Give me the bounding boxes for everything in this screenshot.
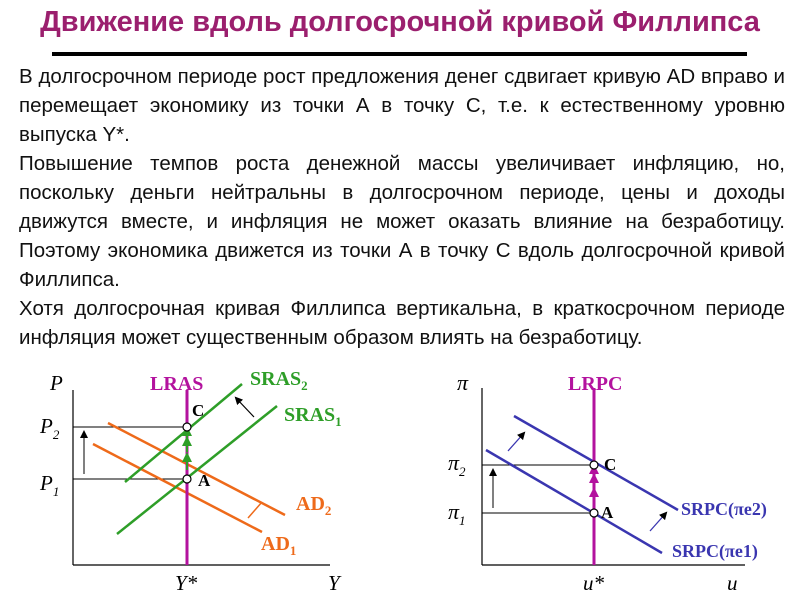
srpc2-label: SRPC(πe2) [681,499,767,520]
ad-shift-arrow [247,501,263,519]
point-a-label: A [198,471,211,490]
sras1-curve [116,405,278,535]
ad2-label: AD2 [296,493,331,518]
right-x-axis-label: u [727,571,738,595]
tick-p2: P2 [39,414,60,442]
title-divider [52,52,747,56]
tick-ystar: Y* [175,571,198,595]
left-x-axis-label: Y [328,571,342,595]
lras-label: LRAS [150,373,203,395]
paragraph-2: Повышение темпов роста денежной массы ув… [19,152,785,291]
body-text: В долгосрочном периоде рост предложения … [19,62,785,352]
sras2-curve [124,383,243,483]
point-a-label-r: A [601,503,614,522]
left-y-axis-label: P [49,371,63,395]
left-chart: P Y P2 P1 Y* C A LRAS SRAS2 SRAS1 AD2 [39,368,342,595]
paragraph-3: Хотя долгосрочная кривая Филлипса вертик… [19,297,785,349]
ad1-curve [92,442,263,534]
sras2-label: SRAS2 [250,368,308,393]
right-y-axis-label: π [457,370,469,395]
srpc1-label: SRPC(πe1) [672,541,758,562]
lrpc-label: LRPC [568,373,622,395]
tick-ustar: u* [583,571,605,595]
point-c-marker [182,422,192,432]
point-c-marker-r [589,460,599,470]
tick-pi2: π2 [448,450,466,479]
tick-pi1: π1 [448,499,466,528]
point-a-marker [182,474,192,484]
point-c-label-r: C [604,455,616,474]
sras1-label: SRAS1 [284,404,342,429]
ad1-label: AD1 [261,533,296,558]
srpc-shift-arrow-2 [649,511,668,532]
srpc-shift-arrow-1 [507,431,526,452]
sras-shift-arrow [234,396,255,418]
page-title: Движение вдоль долгосрочной кривой Филли… [40,6,760,38]
point-c-label: C [192,401,204,420]
tick-p1: P1 [39,471,59,499]
right-chart: π u π2 π1 u* C A LRPC SRPC(πe2) SRPC(πe1… [448,370,767,595]
srpc1-curve [485,448,663,555]
paragraph-1: В долгосрочном периоде рост предложения … [19,65,785,146]
point-a-marker-r [589,508,599,518]
